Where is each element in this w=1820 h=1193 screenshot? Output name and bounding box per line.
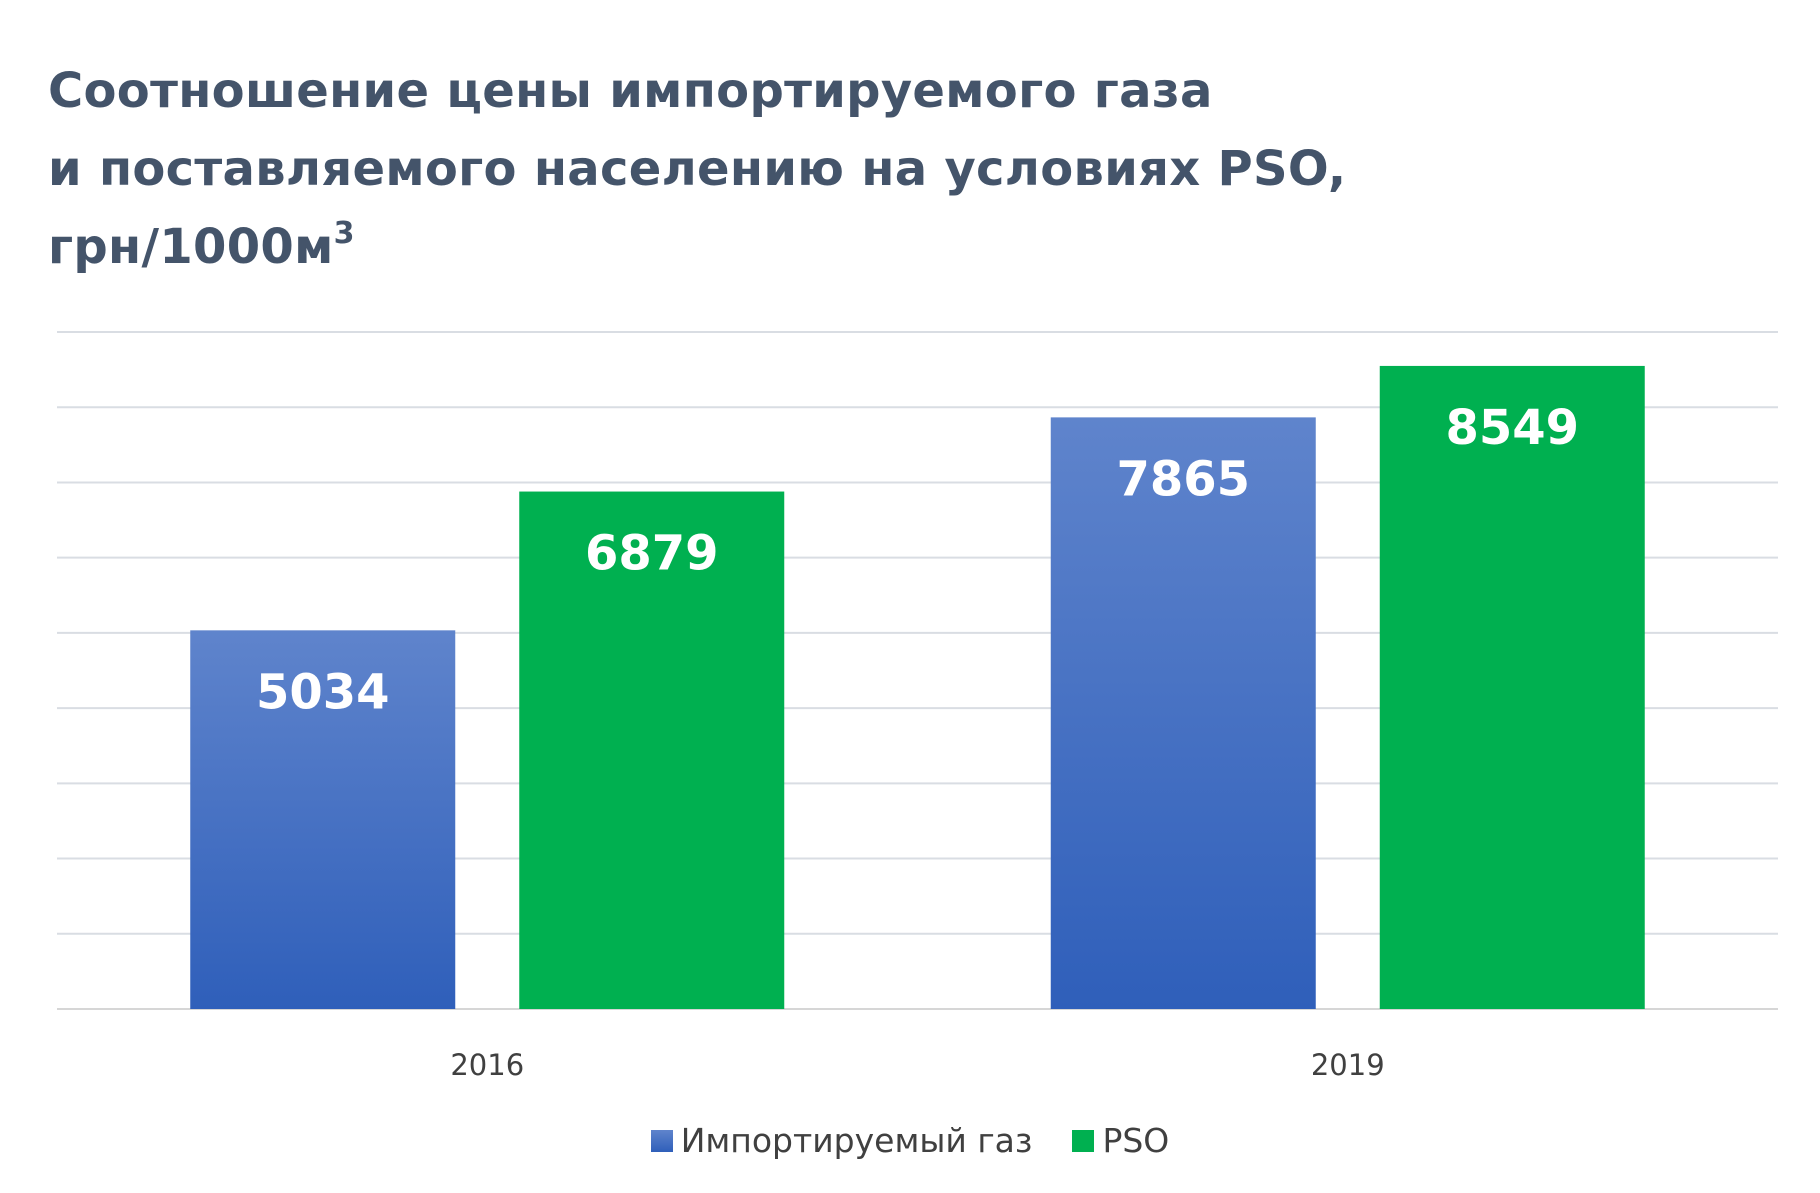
bar-pso-2016 [519, 491, 785, 1009]
bar-импортируемый-газ-2019 [1050, 417, 1316, 1010]
legend-label: PSO [1102, 1121, 1170, 1160]
chart-title-unit: грн/1000м [48, 219, 334, 275]
data-label: 7865 [1116, 451, 1250, 507]
x-tick-label: 2019 [1311, 1048, 1385, 1082]
bars [190, 365, 1645, 1010]
bar-pso-2019 [1379, 365, 1645, 1009]
legend-item: Импортируемый газ [650, 1121, 1033, 1160]
legend-item: PSO [1072, 1121, 1169, 1160]
data-label: 8549 [1445, 400, 1579, 456]
data-label: 6879 [585, 526, 719, 582]
chart-title-line-1: Соотношение цены импортируемого газа [48, 63, 1213, 119]
legend: Импортируемый газ PSO [0, 1121, 1820, 1160]
data-label: 5034 [256, 664, 390, 720]
bar-импортируемый-газ-2016 [190, 630, 456, 1009]
x-tick-label: 2016 [450, 1048, 524, 1082]
chart-title-line-3: грн/1000м3 [48, 208, 1548, 286]
data-labels: 5034 6879 7865 8549 [256, 400, 1579, 720]
chart-title: Соотношение цены импортируемого газа и п… [48, 52, 1548, 286]
legend-swatch [650, 1129, 673, 1152]
legend-label: Импортируемый газ [680, 1121, 1033, 1160]
chart-title-line-2: и поставляемого населению на условиях PS… [48, 141, 1347, 197]
chart-title-superscript: 3 [333, 216, 355, 251]
legend-swatch [1072, 1129, 1095, 1152]
x-axis: 2016 2019 [450, 1048, 1384, 1082]
